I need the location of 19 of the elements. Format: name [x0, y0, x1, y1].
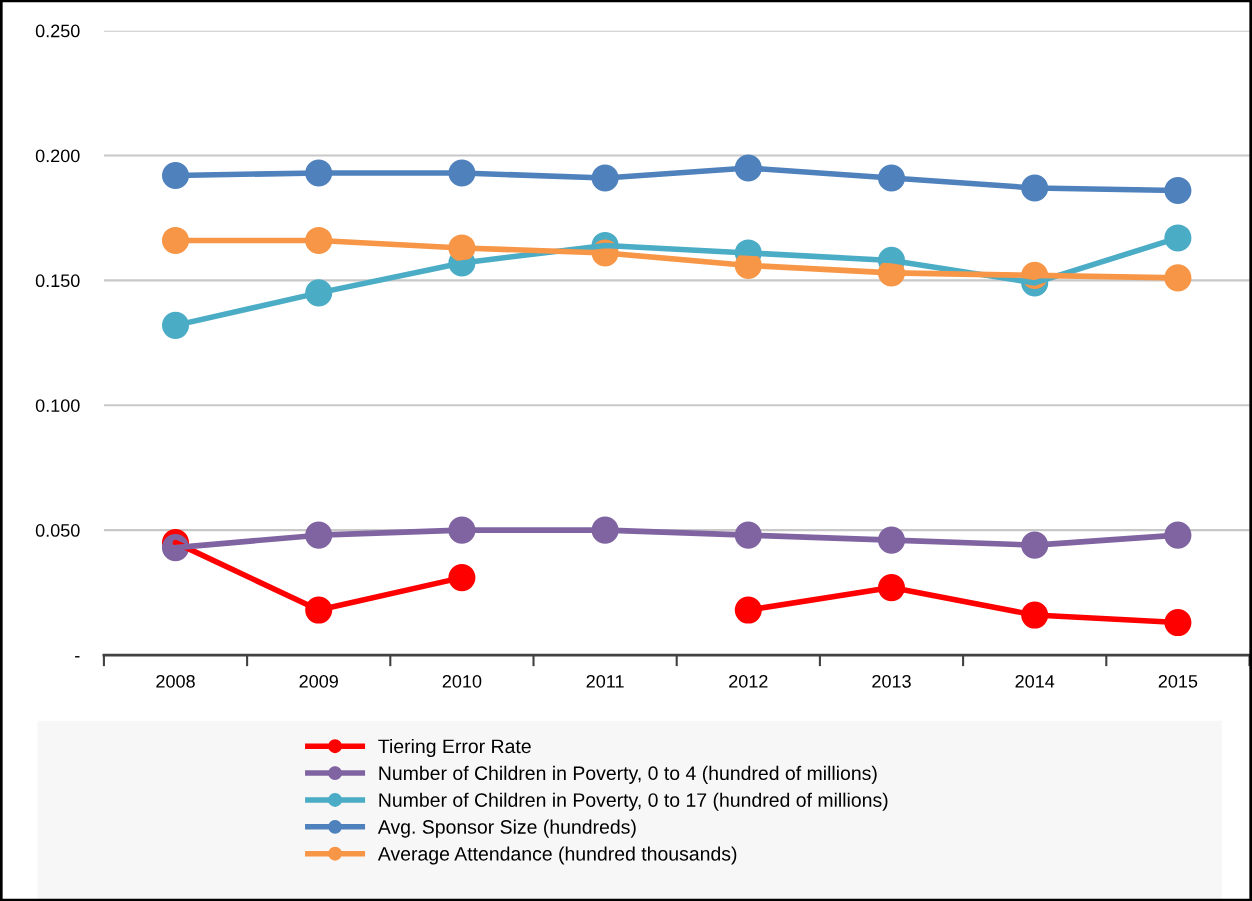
- y-tick-label: 0.100: [35, 399, 80, 412]
- x-tick-label: 2008: [156, 674, 195, 688]
- x-tick-label: 2011: [586, 674, 624, 688]
- legend-label: Tiering Error Rate: [378, 738, 531, 758]
- x-tick-label: 2014: [1015, 674, 1055, 688]
- y-tick-label: 0.250: [35, 24, 80, 38]
- x-tick-label: 2015: [1158, 674, 1198, 688]
- x-tick-label: 2013: [872, 674, 911, 688]
- y-tick-label: 0.150: [35, 274, 80, 288]
- legend-label: Number of Children in Poverty, 0 to 17 (hundred of millions): [379, 792, 888, 811]
- legend-label: Average Attendance (hundred thousands): [377, 846, 737, 865]
- legend-label: Avg. Sponsor Size (hundreds): [377, 819, 636, 838]
- y-tick-label: 0.050: [35, 524, 80, 537]
- x-tick-label: 2012: [729, 674, 768, 688]
- x-tick-label: 2009: [299, 674, 338, 688]
- x-tick-label: 2010: [442, 674, 482, 688]
- legend-label: Number of Children in Poverty, 0 to 4 (hundred of millions): [379, 765, 877, 784]
- y-tick-label: -: [75, 656, 80, 658]
- y-tick-label: 0.200: [35, 149, 80, 163]
